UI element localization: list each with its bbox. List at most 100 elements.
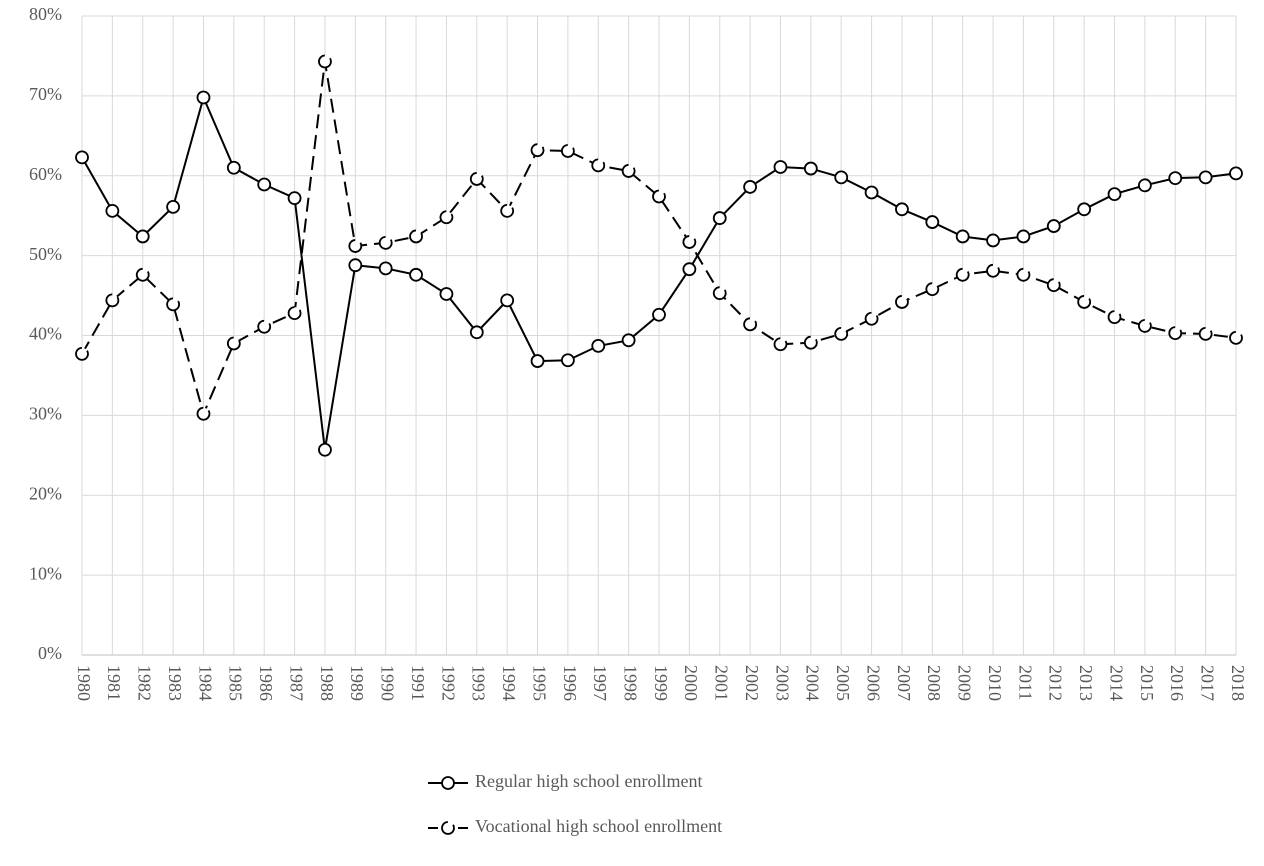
data-point [196,406,211,421]
data-point [530,143,545,158]
data-point [439,287,454,301]
data-point [864,311,879,326]
x-tick-label: 1986 [256,665,276,701]
data-point [439,210,454,225]
data-point [743,180,758,194]
data-point [500,203,515,218]
legend-label: Regular high school enrollment [475,771,702,791]
data-point [955,267,970,282]
data-point [925,215,940,229]
data-point [743,317,758,332]
x-tick-label: 2007 [894,665,914,701]
x-tick-label: 1985 [226,665,246,701]
data-point [378,235,393,250]
data-point [318,442,332,457]
x-tick-label: 2016 [1167,665,1187,701]
data-point [1016,229,1031,244]
data-point [348,258,363,273]
data-point [1168,326,1183,341]
data-point [257,319,272,334]
data-point [986,263,1000,278]
data-point [712,286,727,301]
y-tick-label: 10% [29,563,62,583]
data-point [1168,171,1183,186]
data-point [621,164,636,178]
data-point [257,177,272,192]
data-point [652,307,666,322]
data-point [986,233,1000,248]
data-point [591,338,606,353]
x-tick-label: 1994 [499,665,519,701]
y-tick-label: 50% [29,244,62,264]
data-point [864,185,879,200]
x-tick-label: 1980 [74,665,94,701]
data-point [1229,330,1243,345]
data-point [500,293,515,308]
x-tick-label: 1991 [408,665,428,701]
x-tick-label: 2003 [772,665,792,701]
x-tick-label: 1983 [165,665,185,701]
x-tick-label: 2010 [985,665,1005,701]
x-tick-label: 1993 [469,665,489,701]
data-point [75,150,89,165]
data-point [1137,178,1152,193]
data-point [196,90,211,105]
data-point [105,293,120,308]
y-tick-label: 0% [38,643,62,663]
data-point [895,202,909,217]
data-point [1107,187,1122,202]
x-tick-label: 1995 [529,665,549,701]
data-point [1107,310,1122,325]
data-point [560,144,575,158]
x-tick-label: 1997 [590,665,610,701]
data-point [621,333,636,348]
x-tick-label: 2015 [1137,665,1157,701]
data-point [925,282,940,297]
data-point [1046,278,1061,293]
data-point [409,229,423,244]
x-tick-label: 1999 [651,665,671,701]
data-point [409,267,423,282]
data-point [955,229,970,244]
legend-marker [441,821,455,835]
x-tick-label: 2011 [1015,665,1035,700]
data-point [318,54,332,69]
data-point [591,158,606,173]
legend-label: Vocational high school enrollment [475,816,722,836]
data-point [682,262,697,277]
x-tick-label: 1984 [195,665,215,701]
data-point [135,267,150,282]
x-tick-label: 2001 [712,665,732,701]
data-point [226,336,241,351]
data-point [166,297,181,312]
x-tick-label: 2004 [803,665,823,701]
data-point [530,354,545,368]
data-point [226,160,241,175]
y-tick-label: 20% [29,483,62,503]
x-tick-label: 2018 [1228,665,1248,701]
x-tick-label: 1989 [347,665,367,701]
x-tick-label: 2005 [833,665,853,701]
data-point [378,261,393,276]
x-tick-label: 2012 [1046,665,1066,701]
x-tick-label: 1982 [135,665,155,701]
data-point [773,160,788,174]
data-point [652,189,666,204]
data-point [1198,170,1213,185]
x-tick-label: 2009 [955,665,975,701]
y-tick-label: 30% [29,404,62,424]
data-point [1046,219,1061,233]
data-point [135,229,150,244]
data-point [1198,327,1213,341]
data-point [773,337,788,352]
data-point [469,172,484,186]
x-tick-label: 2000 [681,665,701,701]
data-point [1229,166,1243,181]
legend-marker [441,776,455,790]
data-point [1077,295,1092,309]
x-tick-label: 2008 [924,665,944,701]
data-point [166,200,181,214]
y-tick-label: 60% [29,164,62,184]
y-tick-label: 80% [29,4,62,24]
